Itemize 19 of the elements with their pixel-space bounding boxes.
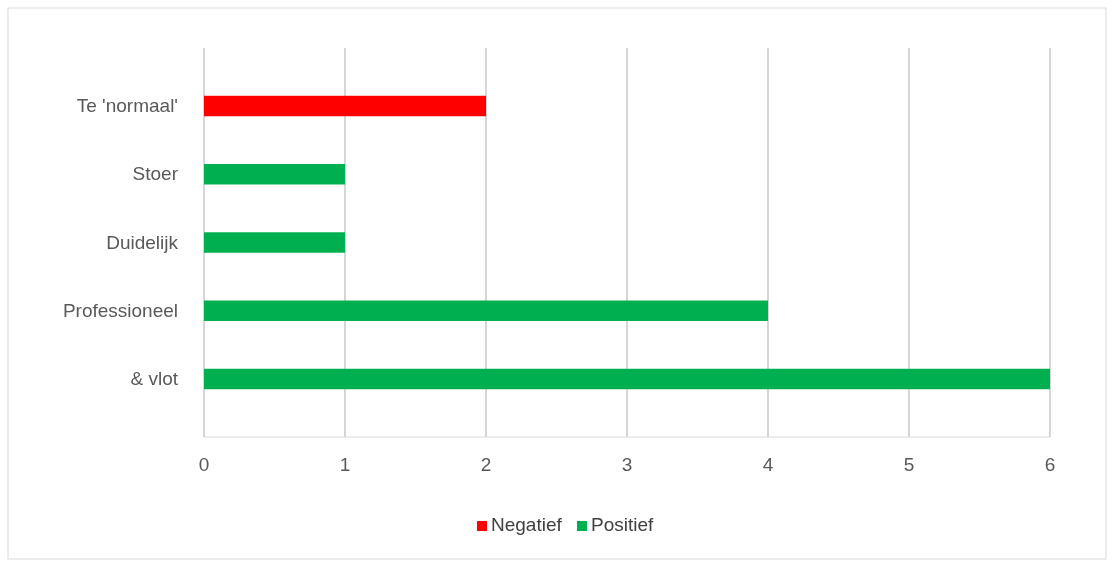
y-tick-label: Stoer — [132, 163, 179, 185]
x-tick-label: 3 — [621, 454, 633, 475]
x-tick-label: 0 — [198, 454, 210, 475]
x-tick-label: 4 — [762, 454, 774, 475]
legend-label: Negatief — [491, 514, 563, 535]
bar — [204, 368, 1050, 390]
x-tick-label: 2 — [480, 454, 492, 475]
x-tick-label: 6 — [1044, 454, 1056, 475]
bar — [204, 164, 345, 185]
bar — [204, 95, 486, 117]
y-tick-label: & vlot — [130, 367, 179, 389]
y-tick-label: Professioneel — [62, 299, 178, 321]
y-tick-label: Te 'normaal' — [76, 95, 178, 117]
bar — [204, 232, 345, 253]
legend-label: Positief — [591, 514, 655, 535]
y-tick-label: Duidelijk — [106, 231, 179, 253]
bar — [204, 300, 768, 321]
x-tick-label: 1 — [339, 454, 351, 475]
x-tick-label: 5 — [903, 454, 915, 475]
